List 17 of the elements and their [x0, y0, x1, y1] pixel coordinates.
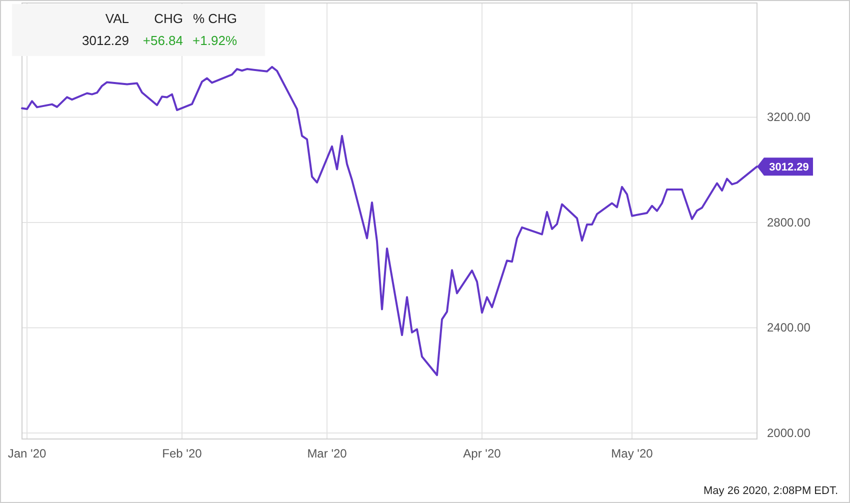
- annotation: VAL: [105, 11, 129, 26]
- y-tick-label: 3200.00: [767, 110, 811, 124]
- x-tick-label: Mar '20: [307, 446, 348, 461]
- text: May 26 2020, 2:08PM EDT.: [703, 485, 838, 497]
- data-label: 3012.29: [769, 162, 809, 174]
- annotation: CHG: [154, 11, 183, 26]
- annotation: +56.84: [142, 33, 183, 48]
- x-tick-label: Jan '20: [8, 446, 46, 461]
- x-tick-label: Feb '20: [162, 446, 202, 461]
- y-tick-label: 2400.00: [767, 320, 811, 335]
- annotation: +1.92%: [192, 33, 238, 48]
- y-tick-label: 2800.00: [767, 215, 811, 230]
- x-tick-label: May '20: [611, 446, 654, 461]
- annotation: 3012.29: [82, 33, 129, 48]
- x-tick-label: Apr '20: [463, 446, 502, 461]
- annotation: % CHG: [192, 11, 237, 26]
- y-tick-label: 2000.00: [767, 426, 811, 440]
